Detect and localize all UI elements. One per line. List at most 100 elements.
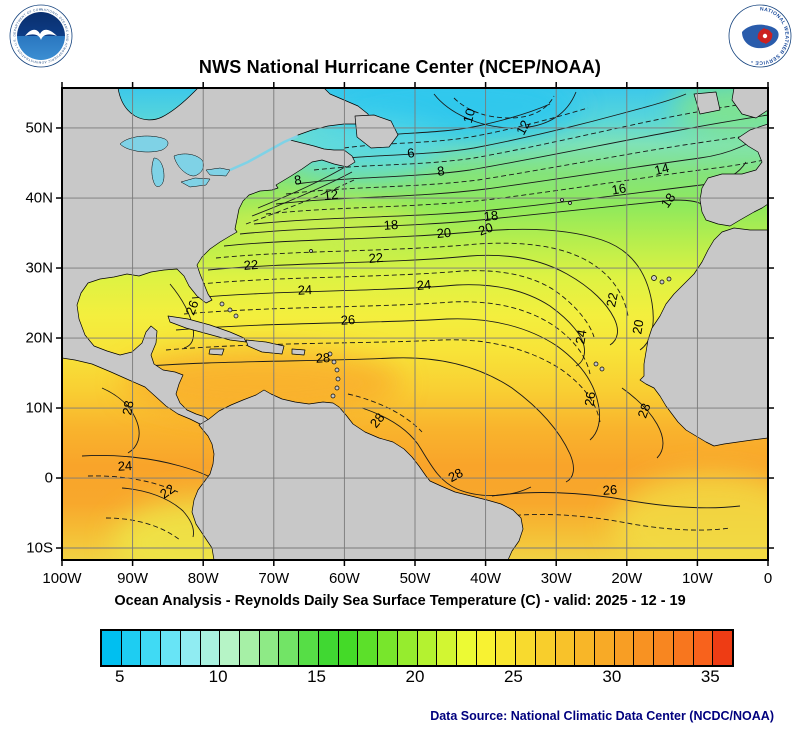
colorbar-tick-label: 15 <box>307 667 327 686</box>
colorbar-cell <box>200 631 221 665</box>
contour-line <box>199 270 595 338</box>
contour-line <box>343 107 589 149</box>
colorbar-cell <box>397 631 418 665</box>
colorbar-cell <box>614 631 635 665</box>
colorbar-cell <box>535 631 556 665</box>
small-islands <box>219 198 672 399</box>
contour-line <box>327 93 687 161</box>
x-axis-label: 90W <box>117 570 149 587</box>
colorbar-tick-label: 20 <box>405 667 425 686</box>
noaa-gull-icon <box>25 29 57 40</box>
contour-label: 12 <box>323 187 339 203</box>
temperature-colorbar <box>100 629 734 667</box>
colorbar-cell <box>378 631 398 665</box>
colorbar-cell <box>594 631 615 665</box>
y-axis-label: 10N <box>25 399 53 417</box>
colorbar-cell <box>713 631 732 665</box>
page-title: NWS National Hurricane Center (NCEP/NOAA… <box>198 57 602 77</box>
colorbar-cell <box>358 631 379 665</box>
contour-label: 28 <box>315 350 330 366</box>
land-south-america <box>191 389 524 560</box>
land-group <box>62 88 768 560</box>
data-source-text: Data Source: National Climatic Data Cent… <box>430 709 774 723</box>
contour-line <box>257 163 351 209</box>
colorbar-cell <box>338 631 359 665</box>
contour-label: 26 <box>340 312 355 328</box>
x-axis-label: 0 <box>763 570 773 587</box>
x-axis-label: 80W <box>187 570 219 587</box>
colorbar-cell <box>516 631 536 665</box>
colorbar-labels: 5 10 15 20 25 30 35 <box>100 667 730 691</box>
contour-line <box>453 95 555 119</box>
contour-label: 20 <box>629 318 646 335</box>
land-uk <box>731 88 768 119</box>
land-puerto-rico <box>291 348 306 356</box>
land-newfoundland <box>354 114 399 149</box>
colorbar-cell <box>121 631 142 665</box>
contour-line <box>275 127 768 205</box>
contour-label: 28 <box>119 399 136 416</box>
colorbar-tick-label: 5 <box>114 667 125 686</box>
contour-label: 28 <box>446 465 466 485</box>
contour-label: 10 <box>460 107 478 125</box>
colorbar-cell <box>279 631 300 665</box>
colorbar-cell <box>299 631 319 665</box>
contour-line <box>621 387 664 459</box>
contour-line <box>285 132 768 195</box>
nws-logo: NATIONAL WEATHER SERVICE • <box>728 4 792 68</box>
contour-label: 18 <box>483 208 499 224</box>
colorbar-cell <box>496 631 517 665</box>
contour-label: 12 <box>513 118 533 138</box>
x-axis-label: 20W <box>611 570 643 587</box>
y-axis-label: 10S <box>26 539 53 557</box>
contour-label: 22 <box>157 481 177 502</box>
x-axis-label: 70W <box>258 570 290 587</box>
contour-line <box>105 517 181 541</box>
contour-label: 26 <box>602 482 617 498</box>
colorbar-tick-label: 30 <box>602 667 622 686</box>
contour-label: 24 <box>572 328 589 345</box>
colorbar-cell <box>575 631 595 665</box>
land-jamaica <box>208 348 225 356</box>
colorbar-cell <box>634 631 655 665</box>
map-frame <box>61 87 769 561</box>
y-axis-label: 30N <box>25 259 53 277</box>
x-axis-label: 50W <box>399 570 431 587</box>
contour-line <box>347 393 423 433</box>
contour-line <box>223 228 654 351</box>
colorbar-cell <box>654 631 674 665</box>
colorbar-cell <box>161 631 181 665</box>
colorbar-cell <box>220 631 241 665</box>
contour-line <box>191 284 585 367</box>
contour-label: 26 <box>582 391 599 407</box>
colorbar-cell <box>417 631 438 665</box>
contour-line <box>207 254 618 346</box>
contour-label: 24 <box>416 277 432 293</box>
contour-label: 24 <box>297 282 312 298</box>
contour-line <box>215 242 629 317</box>
colorbar-cell <box>102 631 122 665</box>
contour-label: 18 <box>383 217 398 233</box>
colorbar-cell <box>456 631 477 665</box>
contour-label: 20 <box>476 219 495 238</box>
map-caption: Ocean Analysis - Reynolds Daily Sea Surf… <box>114 593 686 609</box>
noaa-logo: NATIONAL OCEANIC AND ATMOSPHERIC ADMINIS… <box>9 4 73 68</box>
y-axis-label: 40N <box>25 189 53 207</box>
colorbar-cell <box>673 631 694 665</box>
contour-label: 8 <box>436 163 445 179</box>
lake-huron <box>173 153 204 177</box>
contour-line <box>295 114 768 185</box>
x-axis-label: 40W <box>470 570 502 587</box>
land-hispaniola <box>245 339 285 355</box>
land-ireland <box>693 91 721 115</box>
contour-label: 18 <box>658 190 679 210</box>
colorbar-cell <box>141 631 162 665</box>
colorbar-cell <box>476 631 497 665</box>
contour-label: 24 <box>117 458 132 474</box>
contour-line <box>101 387 140 454</box>
colorbar-cell <box>259 631 280 665</box>
contour-label: 22 <box>368 250 384 266</box>
lake-michigan <box>151 157 165 187</box>
